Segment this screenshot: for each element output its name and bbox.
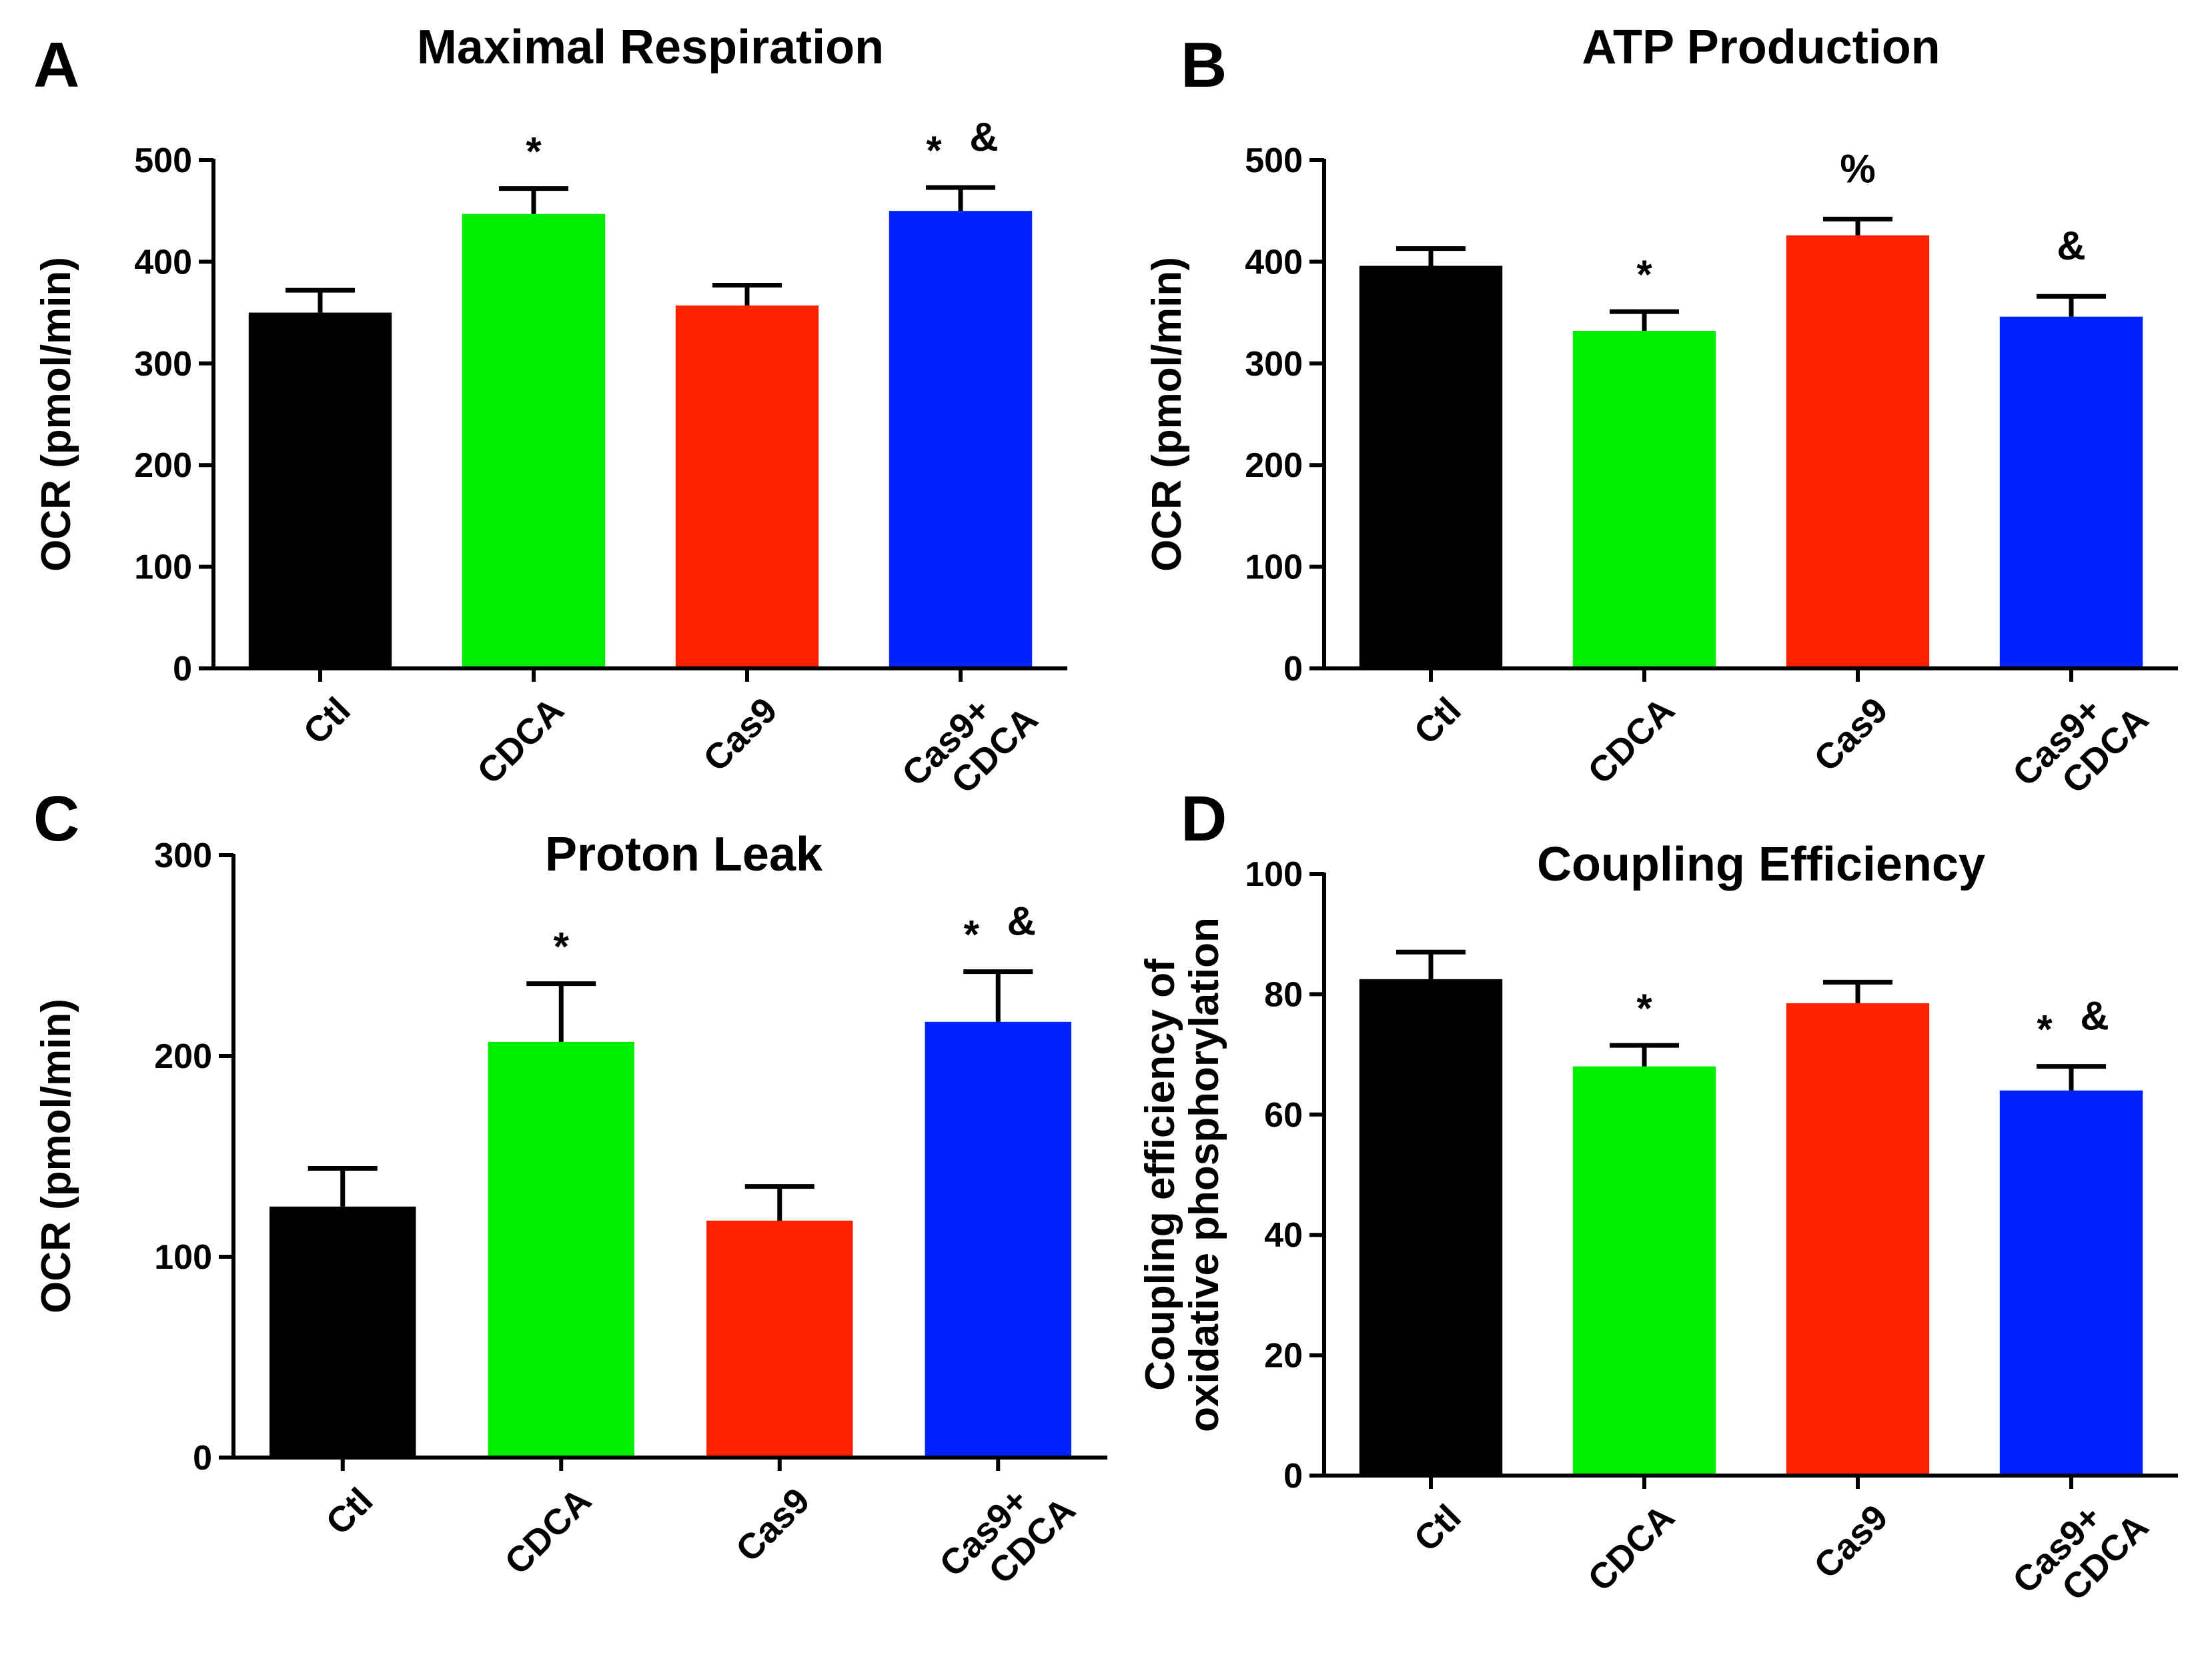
category-label-line: Cas9 [696, 690, 785, 779]
category-label-line: Cas9 [728, 1480, 818, 1570]
chart-coupling-efficiency: Coupling Efficiency Coupling efficiency o… [1137, 838, 2178, 1630]
category-label-line: Cas9 [1806, 690, 1896, 779]
chart-maximal-respiration: Maximal Respiration OCR (pmol/min) Ctl * CDC… [33, 21, 1067, 822]
category-label: CDCA [1580, 1497, 1682, 1599]
category-label-line: Ctl [1406, 690, 1468, 752]
significance-marker: * [1636, 986, 1652, 1031]
y-tick-label: 200 [134, 446, 192, 485]
category-label: CDCA [1580, 690, 1682, 792]
significance-marker: * [526, 129, 542, 174]
panel-letter-c: C [33, 783, 79, 855]
y-tick-label: 100 [1245, 548, 1303, 587]
y-tick-label: 0 [193, 1439, 212, 1478]
y-axis-label: OCR (pmol/min) [33, 257, 79, 572]
bar [269, 1206, 416, 1458]
significance-marker: * [554, 925, 570, 969]
chart-title: Coupling Efficiency [1537, 838, 1985, 891]
bar [1999, 1090, 2143, 1476]
y-tick-label: 40 [1264, 1216, 1303, 1255]
category-label: Cas9 [696, 690, 785, 779]
bar [1999, 316, 2143, 668]
category-label: Cas9+CDCA [895, 671, 1046, 822]
significance-marker: * [2037, 1007, 2053, 1052]
category-label: Ctl [296, 690, 358, 752]
y-axis-label: OCR (pmol/min) [33, 999, 79, 1313]
significance-marker: & [1007, 899, 1036, 944]
bar [675, 305, 819, 668]
category-label: Cas9 [728, 1480, 818, 1570]
bar [248, 312, 392, 669]
chart-title: Proton Leak [545, 828, 823, 881]
y-axis-label-line: oxidative phosphorylation [1181, 917, 1227, 1432]
significance-marker: & [969, 115, 998, 159]
y-tick-label: 100 [134, 548, 192, 587]
category-label: Cas9+CDCA [2005, 1478, 2157, 1630]
significance-marker: * [1636, 252, 1652, 297]
significance-marker: * [964, 913, 980, 957]
y-tick-label: 500 [1245, 141, 1303, 180]
y-tick-label: 0 [173, 650, 192, 688]
y-tick-label: 0 [1283, 1457, 1303, 1496]
y-tick-label: 200 [1245, 446, 1303, 485]
category-label: Ctl [318, 1480, 380, 1542]
category-label-line: CDCA [1580, 690, 1682, 792]
y-tick-label: 300 [1245, 345, 1303, 384]
chart-title: Maximal Respiration [417, 21, 884, 74]
y-axis-label: OCR (pmol/min) [1144, 257, 1190, 572]
category-label: CDCA [470, 690, 572, 792]
category-label-line: CDCA [497, 1480, 599, 1582]
y-tick-label: 100 [1245, 855, 1303, 894]
significance-marker: % [1840, 146, 1875, 191]
bar [462, 213, 606, 669]
bar [925, 1021, 1071, 1458]
category-label-line: CDCA [1580, 1497, 1682, 1599]
category-label-line: Ctl [296, 690, 358, 752]
y-tick-label: 500 [134, 141, 192, 180]
category-label-line: Ctl [1406, 1497, 1468, 1559]
bar [706, 1220, 853, 1458]
y-tick-label: 100 [154, 1238, 212, 1277]
y-tick-label: 400 [1245, 243, 1303, 282]
category-label: Cas9+CDCA [2005, 671, 2157, 822]
category-label: Cas9+CDCA [932, 1462, 1083, 1613]
y-tick-label: 20 [1264, 1337, 1303, 1375]
bar [1359, 979, 1503, 1476]
bar [488, 1041, 634, 1458]
category-label: Ctl [1406, 1497, 1468, 1559]
y-axis-label-line: Coupling efficiency of [1137, 959, 1183, 1391]
chart-atp-production: ATP Production OCR (pmol/min) Ctl * CDCA% Cas… [1144, 21, 2178, 822]
y-tick-label: 80 [1264, 975, 1303, 1014]
category-label: Cas9 [1806, 690, 1896, 779]
y-tick-label: 300 [154, 837, 212, 875]
bar [1359, 265, 1503, 669]
bar [1572, 331, 1716, 668]
y-axis-label: Coupling efficiency ofoxidative phosphor… [1137, 917, 1227, 1432]
bar [1786, 1003, 1930, 1476]
category-label: Ctl [1406, 690, 1468, 752]
bar [1572, 1066, 1716, 1476]
bar [1786, 235, 1930, 668]
significance-marker: & [2057, 223, 2085, 268]
category-label: Cas9 [1806, 1497, 1896, 1586]
chart-title: ATP Production [1582, 21, 1940, 74]
panel-letter-a: A [33, 29, 79, 101]
significance-marker: & [2080, 994, 2109, 1039]
bar [889, 211, 1033, 668]
significance-marker: * [926, 128, 942, 173]
y-tick-label: 400 [134, 243, 192, 282]
y-tick-label: 300 [134, 345, 192, 384]
category-label-line: Ctl [318, 1480, 380, 1542]
panel-letter-b: B [1181, 29, 1227, 101]
category-label-line: CDCA [470, 690, 572, 792]
category-label-line: Cas9 [1806, 1497, 1896, 1586]
category-label: CDCA [497, 1480, 599, 1582]
y-tick-label: 0 [1283, 650, 1303, 688]
y-tick-label: 200 [154, 1037, 212, 1076]
y-tick-label: 60 [1264, 1096, 1303, 1135]
panel-letter-d: D [1181, 783, 1227, 855]
